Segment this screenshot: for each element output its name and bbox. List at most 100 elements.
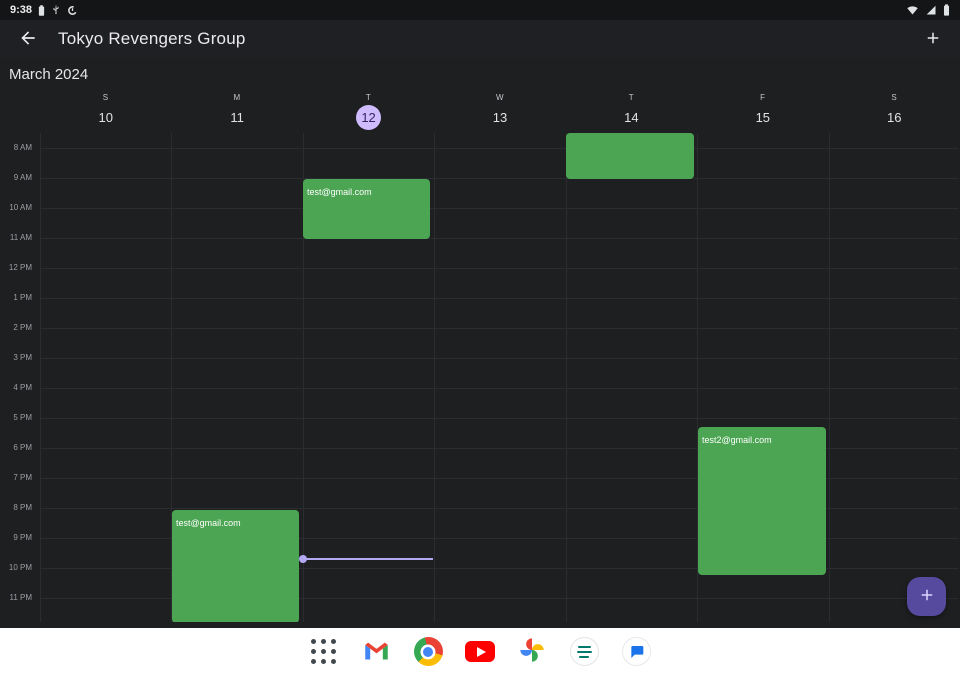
month-label: March 2024 xyxy=(9,65,89,83)
hour-gridline xyxy=(40,448,958,449)
google-photos-icon xyxy=(518,636,546,667)
event-title: test@gmail.com xyxy=(307,187,372,197)
messages-app-button[interactable] xyxy=(621,636,652,667)
day-gridline xyxy=(434,133,436,622)
hour-gridline xyxy=(40,418,958,419)
day-letter: T xyxy=(628,93,635,102)
hour-gridline xyxy=(40,148,958,149)
gmail-icon xyxy=(363,640,390,664)
hour-label: 10 PM xyxy=(8,563,32,572)
day-header-13[interactable]: W 13 xyxy=(434,90,565,133)
new-event-fab[interactable] xyxy=(907,577,946,616)
current-time-dot xyxy=(299,555,307,563)
status-bar: 9:38 xyxy=(0,0,960,20)
day-header-14[interactable]: T 14 xyxy=(566,90,697,133)
hour-gridline xyxy=(40,328,958,329)
youtube-app-button[interactable] xyxy=(465,636,496,667)
hour-gridline xyxy=(40,358,958,359)
day-number: 15 xyxy=(755,110,771,125)
hour-gridline xyxy=(40,208,958,209)
week-day-header: S 10 M 11 T 12 W 13 T 14 F 15 S 16 xyxy=(0,90,960,133)
calendar-event[interactable]: test2@gmail.com xyxy=(698,427,826,575)
event-title: test@gmail.com xyxy=(176,518,241,528)
hour-gridline xyxy=(40,478,958,479)
day-letter: M xyxy=(233,93,241,102)
hour-gridline xyxy=(40,388,958,389)
month-row: March 2024 xyxy=(0,58,960,90)
youtube-icon xyxy=(465,641,495,662)
day-header-16[interactable]: S 16 xyxy=(829,90,960,133)
hour-label: 7 PM xyxy=(13,473,32,482)
hour-label: 11 AM xyxy=(9,233,32,242)
cellular-signal-icon xyxy=(925,4,937,16)
day-letter: S xyxy=(102,93,109,102)
day-header-15[interactable]: F 15 xyxy=(697,90,828,133)
battery-notification-icon xyxy=(38,4,45,16)
day-gridline xyxy=(697,133,699,622)
app-drawer-icon xyxy=(311,638,337,665)
day-gridline xyxy=(565,133,567,622)
page-title: Tokyo Revengers Group xyxy=(58,29,246,48)
hour-label: 9 PM xyxy=(13,533,32,542)
day-letter: F xyxy=(760,93,766,102)
day-letter: W xyxy=(495,93,504,102)
back-button[interactable] xyxy=(14,24,42,55)
arrow-left-icon xyxy=(18,28,38,51)
day-number: 13 xyxy=(492,110,508,125)
hour-label: 8 PM xyxy=(13,503,32,512)
hour-label: 12 PM xyxy=(8,263,32,272)
hour-gridline xyxy=(40,178,958,179)
play-icon xyxy=(476,646,486,657)
hour-gridline xyxy=(40,568,958,569)
hour-label: 6 PM xyxy=(13,443,32,452)
hour-gridline xyxy=(40,268,958,269)
battery-icon xyxy=(943,4,950,16)
app-drawer-button[interactable] xyxy=(309,636,340,667)
week-grid[interactable]: test@gmail.com test@gmail.com test2@gmai… xyxy=(0,133,960,622)
status-bar-clock: 9:38 xyxy=(10,4,33,16)
hour-gridline xyxy=(40,508,958,509)
current-time-line xyxy=(303,558,433,560)
plus-icon xyxy=(924,29,942,50)
wifi-icon xyxy=(906,4,919,16)
day-letter: T xyxy=(365,93,372,102)
hour-label: 3 PM xyxy=(13,353,32,362)
event-title: test2@gmail.com xyxy=(702,435,772,445)
day-gridline xyxy=(302,133,304,622)
day-gridline xyxy=(40,133,41,622)
messages-icon xyxy=(621,637,651,666)
app-bar: Tokyo Revengers Group xyxy=(0,20,960,58)
notes-app-button[interactable] xyxy=(569,636,600,667)
day-gridline xyxy=(171,133,173,622)
taskbar xyxy=(0,628,960,675)
gmail-app-button[interactable] xyxy=(361,636,392,667)
day-number: 11 xyxy=(230,110,244,125)
day-header-12[interactable]: T 12 xyxy=(303,90,434,133)
hour-label: 1 PM xyxy=(13,293,32,302)
hour-label: 10 AM xyxy=(9,203,32,212)
usb-icon xyxy=(51,4,61,16)
day-letter: S xyxy=(891,93,898,102)
photos-app-button[interactable] xyxy=(517,636,548,667)
hour-gridline xyxy=(40,298,958,299)
hour-label: 11 PM xyxy=(9,593,32,602)
day-header-11[interactable]: M 11 xyxy=(171,90,302,133)
notes-app-icon xyxy=(569,637,599,666)
day-header-10[interactable]: S 10 xyxy=(40,90,171,133)
calendar-event[interactable]: test@gmail.com xyxy=(303,179,430,239)
calendar-event[interactable] xyxy=(566,133,694,179)
add-event-button[interactable] xyxy=(920,25,946,54)
data-saver-icon xyxy=(67,5,78,16)
day-number: 16 xyxy=(887,110,902,125)
calendar-event[interactable]: test@gmail.com xyxy=(172,510,299,622)
hour-label: 9 AM xyxy=(13,173,32,182)
hour-gridline xyxy=(40,538,958,539)
plus-icon xyxy=(918,586,936,607)
selected-day-number: 12 xyxy=(356,105,382,130)
chrome-app-button[interactable] xyxy=(413,636,444,667)
hour-label: 8 AM xyxy=(13,143,32,152)
chrome-icon xyxy=(413,637,443,666)
day-number: 10 xyxy=(98,110,113,125)
hour-label: 2 PM xyxy=(13,323,32,332)
